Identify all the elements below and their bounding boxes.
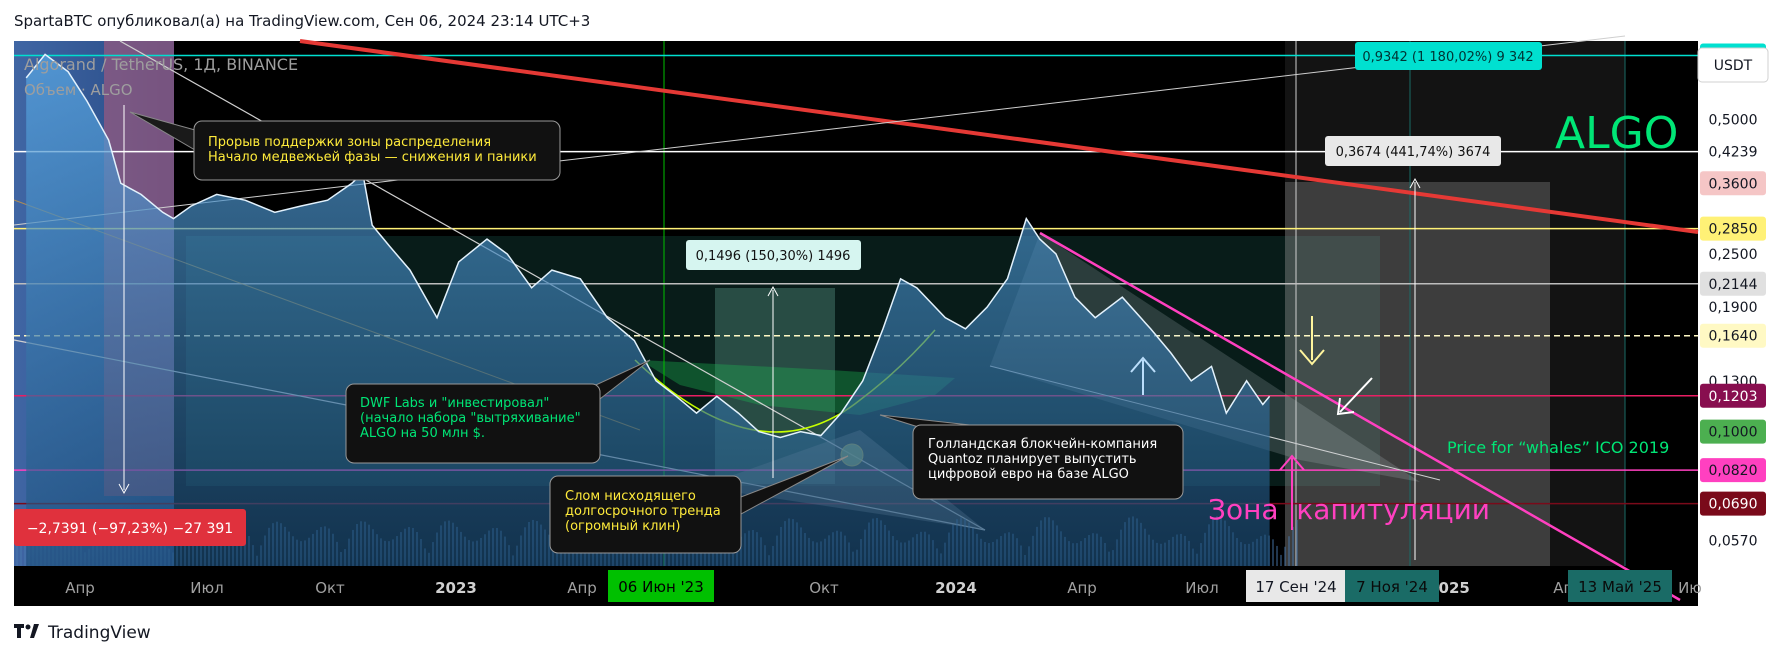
measure-441-box — [1285, 182, 1550, 566]
price-tag-box — [1700, 323, 1766, 348]
price-tag-box — [1700, 419, 1766, 444]
volume-bar — [1284, 546, 1286, 566]
measurement-labels: 0,9342 (1 180,02%) 9 342 0,3674 (441,74%… — [14, 42, 1542, 546]
date-tag-box — [1568, 570, 1672, 602]
date-tag: 13 Май '25 — [1568, 570, 1672, 602]
date-tag: 17 Сен '24 — [1246, 570, 1346, 602]
measure-1180-text: 0,9342 (1 180,02%) 9 342 — [1362, 50, 1533, 65]
annotations: Прорыв поддержки зоны распределения Начал… — [129, 111, 1669, 554]
price-tag: 0,2850 — [1700, 216, 1766, 241]
price-tag-text: 0,1640 — [1709, 329, 1758, 345]
price-tag: 0,1203 — [1700, 383, 1766, 408]
callout-quantoz — [912, 424, 1184, 500]
date-tag-box — [608, 570, 714, 602]
x-tick-label: Июл — [190, 579, 223, 597]
x-tick-label: Ию — [1678, 579, 1702, 597]
price-tag: 0,4239 — [1700, 139, 1766, 164]
capitulation-zone-label: Зона капитуляции — [1208, 493, 1490, 526]
measure-441-box-label — [1325, 136, 1501, 166]
date-tag: 06 Июн '23 — [608, 570, 714, 602]
x-tick-label: Апр — [567, 579, 597, 597]
measure-150-text: 0,1496 (150,30%) 1496 — [696, 249, 851, 264]
triangle-fill — [990, 233, 1420, 482]
price-tag-text: 0,0820 — [1709, 463, 1758, 479]
price-labels: 0,69610,42390,36000,28500,21440,16400,12… — [1700, 43, 1766, 516]
x-tick-label: Окт — [809, 579, 839, 597]
date-tag-box — [1246, 570, 1346, 602]
publication-header: SpartaBTC опубликовал(а) на TradingView.… — [14, 12, 591, 30]
callout-trend-break — [549, 475, 742, 554]
price-tag: 0,1640 — [1700, 323, 1766, 348]
price-tag-text: 0,0690 — [1709, 497, 1758, 513]
price-tag: 0,2144 — [1700, 271, 1766, 296]
footer: TradingView — [14, 623, 151, 643]
date-tag-text: 7 Ноя '24 — [1356, 578, 1428, 596]
x-tick-label: Апр — [65, 579, 95, 597]
tradingview-logo-icon — [14, 623, 42, 643]
x-tick-label: 2024 — [935, 579, 977, 597]
date-tag: 7 Ноя '24 — [1345, 570, 1439, 602]
whales-price-label: Price for “whales” ICO 2019 — [1447, 438, 1669, 457]
measure-arrows — [118, 105, 1421, 560]
forecast-zone — [1285, 41, 1625, 566]
price-tag-box — [1700, 458, 1766, 483]
price-tag-box — [1700, 491, 1766, 516]
volume-bar — [1280, 554, 1282, 566]
measure-150-label-box — [686, 240, 861, 270]
callout-quantoz-text: Голландская блокчейн-компания Quantoz пла… — [928, 437, 1157, 482]
x-tick-label: Окт — [315, 579, 345, 597]
callout-trend-break-text: Слом нисходящего долгосрочного тренда (огр… — [565, 489, 721, 534]
long-term-downtrend-line — [299, 39, 1699, 234]
price-tag-text: 0,4239 — [1709, 145, 1758, 161]
currency-label: USDT — [1714, 58, 1753, 74]
price-tag-text: 0,2850 — [1709, 222, 1758, 238]
volume-bar — [1292, 526, 1294, 566]
measure-drop-label-box — [14, 509, 246, 546]
y-tick-label: 0,2500 — [1709, 247, 1758, 263]
price-tag-box — [1700, 171, 1766, 196]
volume-label: Объем · ALGO — [24, 81, 133, 99]
price-tag: 0,1000 — [1700, 419, 1766, 444]
x-tick-label: 2023 — [435, 579, 477, 597]
price-tag-box — [1700, 139, 1766, 164]
date-tag-box — [1345, 570, 1439, 602]
price-tag-text: 0,1000 — [1709, 425, 1758, 441]
price-tag: 0,0690 — [1700, 491, 1766, 516]
x-tick-label: Апр — [1067, 579, 1097, 597]
price-tag: 0,3600 — [1700, 171, 1766, 196]
magenta-resistance-line — [1039, 231, 1681, 602]
callout-dwf-text: DWF Labs и "инвестировал" (начало набора … — [360, 396, 581, 441]
callout-dwf — [345, 383, 601, 464]
callout-distribution-text: Прорыв поддержки зоны распределения Начал… — [208, 135, 537, 165]
y-tick-label: 0,5000 — [1709, 113, 1758, 129]
volume-bar — [1272, 539, 1274, 566]
price-tag-text: 0,1203 — [1709, 389, 1758, 405]
price-tag-text: 0,3600 — [1709, 176, 1758, 192]
price-tag-box — [1700, 216, 1766, 241]
volume-bar — [1276, 545, 1278, 566]
measure-1180-box — [1355, 42, 1542, 70]
x-tick-label: Июл — [1185, 579, 1218, 597]
measure-441-text: 0,3674 (441,74%) 3674 — [1336, 145, 1491, 160]
date-tag-text: 06 Июн '23 — [618, 578, 704, 596]
currency-button[interactable] — [1697, 47, 1769, 83]
footer-brand: TradingView — [48, 623, 151, 643]
price-tag-box — [1700, 271, 1766, 296]
price-tag-box — [1700, 383, 1766, 408]
y-tick-label: 0,1900 — [1709, 300, 1758, 316]
price-tag: 0,0820 — [1700, 458, 1766, 483]
y-tick-label: 0,0570 — [1709, 534, 1758, 550]
chart-title: ALGO — [1555, 108, 1678, 159]
price-tag-text: 0,2144 — [1709, 277, 1758, 293]
symbol-label: Algorand / TetherUS, 1Д, BINANCE — [24, 55, 298, 74]
measure-drop-text: −2,7391 (−97,23%) −27 391 — [27, 521, 233, 537]
date-tag-text: 17 Сен '24 — [1255, 578, 1336, 596]
date-tag-text: 13 Май '25 — [1578, 578, 1662, 596]
callout-distribution — [193, 120, 561, 181]
volume-bar — [1288, 536, 1290, 566]
volume-bar — [1296, 519, 1298, 566]
date-labels: 06 Июн '23 17 Сен '24 7 Ноя '24 13 Май '25 — [608, 570, 1672, 602]
price-line — [25, 53, 1271, 439]
